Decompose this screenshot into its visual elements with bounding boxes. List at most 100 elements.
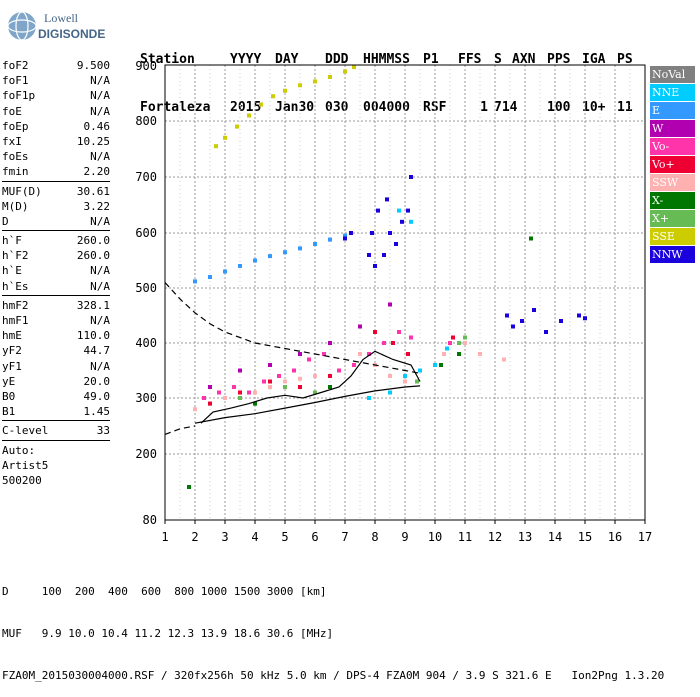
echo-point-w — [358, 324, 362, 329]
param-row-foes: foEs N/A — [2, 149, 110, 164]
echo-point-e — [283, 250, 287, 255]
param-value: 1.45 — [83, 405, 111, 419]
header-value-ddd: 030 — [325, 100, 349, 115]
echo-point-nnw — [520, 319, 524, 323]
echo-point-nne — [367, 396, 371, 400]
x-tick-label: 9 — [401, 530, 408, 544]
echo-point-sse — [313, 79, 317, 84]
auto-label: Auto: — [2, 443, 36, 457]
param-name: yF1 — [2, 359, 22, 373]
param-value: N/A — [90, 359, 110, 373]
param-divider — [2, 230, 110, 232]
dashed-lower-trace — [164, 425, 196, 435]
legend-item-x-: X- — [650, 192, 695, 209]
param-name: foE — [2, 104, 22, 118]
echo-point-nnw — [400, 219, 404, 224]
header-value-iga: 10+ — [582, 100, 606, 115]
logo-line2: DIGISONDE — [38, 27, 105, 41]
param-value: N/A — [90, 314, 110, 327]
echo-point-vo- — [307, 357, 311, 362]
echo-point-e — [238, 264, 242, 268]
echo-point-nne — [397, 208, 401, 213]
x-tick-label: 7 — [341, 530, 348, 544]
x-tick-label: 6 — [311, 530, 318, 544]
echo-point-nnw — [367, 253, 371, 257]
param-value: 260.0 — [76, 234, 110, 248]
parameter-panel: foF2 9.500 foF1 N/A foF1p N/A foE N/A foEp 0.46 fx… — [2, 58, 110, 488]
footer-line: FZA0M_2015030004000.RSF / 320fx256h 50 k… — [2, 669, 665, 682]
d-values: 100 200 400 600 800 1000 1500 3000 [km] — [41, 585, 327, 598]
echo-point-x- — [463, 335, 467, 340]
param-group-3: h`F 260.0 h`F2 260.0 h`E N/A h`Es N/A — [2, 233, 110, 294]
y-tick-label: 500 — [135, 281, 157, 295]
param-value: 328.1 — [76, 298, 110, 312]
param-row-c-level: C-level 33 — [2, 423, 110, 438]
x-tick-label: 1 — [161, 530, 168, 544]
echo-point-x- — [529, 236, 533, 241]
echo-point-ssw — [223, 396, 227, 400]
legend-item-vo-: Vo- — [650, 138, 695, 155]
param-row-hme: hmE 110.0 — [2, 328, 110, 343]
echo-point-vo- — [238, 390, 242, 395]
ionogram-chart: 1 2 3 4 5 6 7 8 9 10 11 12 13 14 15 16 17802003004005006… — [135, 59, 652, 544]
echo-point-ssw — [193, 407, 197, 412]
echo-point-vo- — [202, 396, 206, 400]
echo-point-w — [298, 352, 302, 356]
echo-point-sse — [259, 102, 263, 107]
param-name: foEp — [2, 119, 29, 133]
echo-point-vo- — [382, 341, 386, 345]
echo-point-e — [223, 269, 227, 274]
logo-graphic: Lowell DIGISONDE — [7, 11, 105, 41]
header-value-day: Jan30 — [275, 100, 315, 115]
echo-point-nnw — [382, 253, 386, 257]
echo-point-sse — [283, 88, 287, 93]
param-name: MUF(D) — [2, 184, 42, 198]
echo-point-vo- — [451, 335, 455, 340]
echo-point-sse — [223, 135, 227, 140]
param-name: D — [2, 214, 9, 228]
echo-point-nne — [403, 374, 407, 378]
echo-point-vo- — [262, 379, 266, 384]
param-name: foF2 — [2, 59, 29, 72]
param-row-fxi: fxI 10.25 — [2, 134, 110, 149]
echo-point-x- — [313, 390, 317, 395]
param-value: 260.0 — [76, 249, 110, 263]
param-name: yE — [2, 374, 16, 388]
echo-point-sse — [328, 75, 332, 79]
echo-point-ssw — [253, 390, 257, 395]
x-tick-label: 10 — [428, 530, 442, 544]
echo-point-nnw — [343, 236, 347, 241]
param-row-b0: B0 49.0 — [2, 389, 110, 404]
echo-point-vo- — [322, 352, 326, 356]
echo-point-vo- — [292, 368, 296, 373]
param-name: B0 — [2, 389, 16, 403]
header-value-pps: 100 — [547, 100, 571, 115]
param-name: hmF1 — [2, 314, 29, 327]
y-tick-label: 900 — [135, 59, 157, 73]
echo-point-e — [193, 279, 197, 284]
echo-point-sse — [214, 144, 218, 149]
echo-point-nnw — [409, 175, 413, 179]
echo-point-nne — [388, 390, 392, 395]
echo-point-nnw — [349, 231, 353, 235]
param-value: 44.7 — [83, 344, 111, 358]
legend-item-w: W — [650, 120, 695, 137]
header-value-year: 2015 — [230, 100, 262, 115]
legend-item-nnw: NNW — [650, 246, 695, 263]
echo-point-vo- — [352, 363, 356, 367]
echo-point-ssw — [313, 374, 317, 378]
echo-point-vo- — [208, 401, 212, 406]
legend-item-e: E — [650, 102, 695, 119]
echo-point-nnw — [388, 231, 392, 235]
param-name: h`F — [2, 234, 22, 248]
echo-point-e — [268, 254, 272, 259]
echo-point-x- — [415, 379, 419, 384]
echo-point-x- — [187, 485, 191, 489]
y-tick-label: 800 — [135, 114, 157, 128]
param-value: N/A — [90, 150, 110, 164]
y-tick-label: 80 — [143, 513, 157, 527]
echo-point-nnw — [559, 319, 563, 323]
echo-point-vo- — [397, 330, 401, 334]
header-value-station: Fortaleza — [140, 100, 211, 115]
param-value: 3.22 — [83, 199, 111, 213]
